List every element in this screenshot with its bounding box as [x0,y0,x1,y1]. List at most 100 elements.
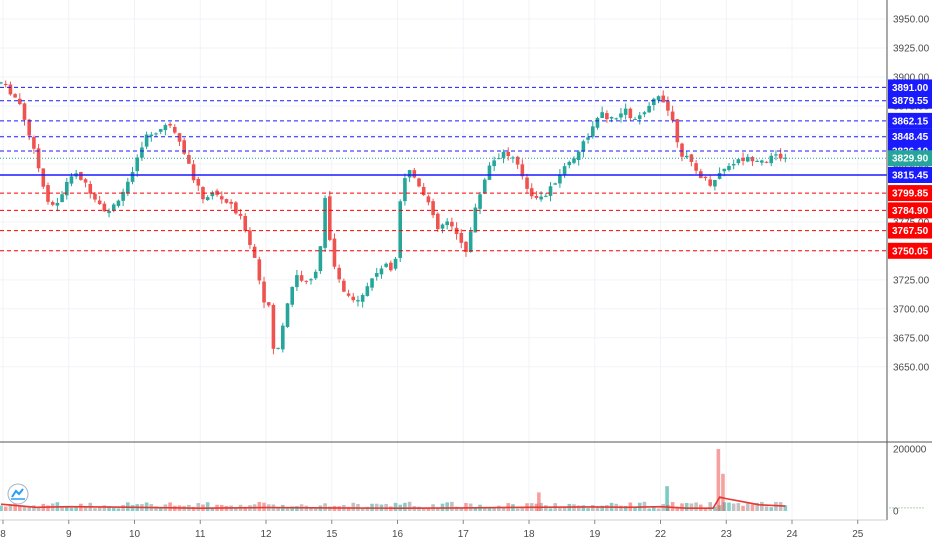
candle-body [637,115,642,120]
candle-body [346,293,351,296]
candle-body [774,154,778,156]
candle-body [619,113,623,118]
volume-bar [32,505,36,511]
candle-body [407,170,412,178]
candle-body [459,233,464,243]
volume-bar [403,502,407,511]
volume-bar [464,503,468,511]
resistance-level-label: 3862.15 [892,116,929,127]
candle-body [492,160,496,167]
volume-bar [492,507,496,511]
volume-bar [22,505,27,511]
candle-body [403,178,407,202]
volume-bar [295,506,299,511]
candle-body [689,154,694,162]
volume-bar [633,506,637,511]
tradingview-logo-icon[interactable] [7,483,29,505]
candle-body [783,157,788,159]
volume-bar [741,505,745,511]
volume-bar [473,507,478,511]
candle-body [257,259,262,281]
candle-body [177,133,182,142]
volume-bar [755,502,759,511]
volume-bar [656,508,661,511]
volume-bar [520,506,525,511]
volume-bar [764,506,769,511]
candle-body [642,112,647,115]
candle-body [534,195,539,199]
volume-bar [243,506,248,511]
volume-bar [454,506,459,511]
candle-body [731,163,736,166]
x-tick-label: 17 [458,529,470,540]
x-tick-label: 8 [0,529,6,540]
candle-body [515,156,520,165]
volume-bar [694,502,698,511]
volume-bar [3,506,8,511]
volume-bar [576,505,581,511]
volume-bar [558,507,562,511]
x-axis-ticks: 8 9 10 11 12 15 16 17 18 19 22 23 24 25 [0,520,864,540]
x-tick-label: 16 [392,529,404,540]
x-tick-label: 11 [195,529,206,540]
candle-body [736,159,741,164]
candle-body [435,213,440,230]
volume-bar [731,503,736,511]
candle-body [468,231,473,253]
candle-body [126,181,130,194]
candle-body [464,241,468,252]
candle-body [567,161,572,166]
volume-bar [684,503,689,511]
candle-body [266,302,271,306]
candle-body [694,163,698,171]
x-tick-label: 9 [66,529,72,540]
volume-bar [544,505,548,511]
candle-body [0,82,3,84]
volume-bar [116,508,121,511]
volume-bar [130,505,135,511]
volume-bar [154,506,158,511]
candle-body [93,193,97,200]
support-level-label: 3799.85 [892,189,929,200]
candle-body [158,129,163,132]
candlestick-series [0,80,788,355]
volume-bar [97,507,102,511]
candle-body [36,148,41,169]
candle-body [393,258,398,269]
candle-body [163,125,168,131]
candle-body [50,202,55,205]
candle-body [79,171,83,180]
candle-body [755,160,759,162]
candle-body [121,191,125,201]
volume-bar [713,506,717,511]
candle-body [595,118,600,128]
volume-bar [421,508,426,511]
candle-body [69,176,74,184]
pivot-level-label: 3815.45 [892,170,929,181]
candle-body [670,111,675,121]
volume-bar [548,508,553,511]
volume-spike-bar [716,449,721,511]
candle-body [248,230,252,245]
candle-body [219,196,224,200]
volume-bar [482,507,487,511]
candle-body [647,105,651,113]
volume-bar [783,505,788,511]
candle-body [196,178,201,186]
candle-body [243,216,248,231]
volume-spike-bar [665,486,669,511]
candle-body [440,224,445,229]
candle-body [154,133,158,135]
candle-body [55,202,60,206]
candle-body [506,151,511,157]
volume-bar [689,503,694,511]
resistance-level-label: 3891.00 [892,83,929,94]
candle-body [412,170,417,178]
candle-body [187,154,191,164]
candle-body [727,165,731,171]
candle-body [323,197,327,248]
candle-body [304,280,309,282]
candle-body [374,273,379,277]
candle-body [417,178,421,187]
